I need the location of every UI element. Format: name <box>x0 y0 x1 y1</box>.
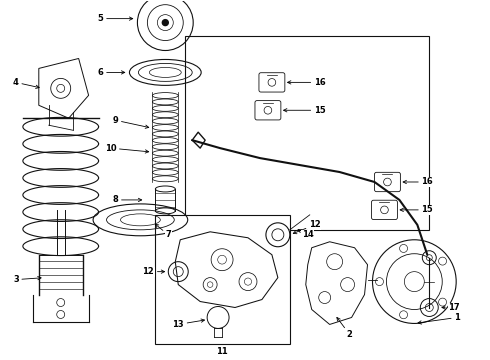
Text: 15: 15 <box>400 206 433 215</box>
Text: 4: 4 <box>13 78 39 89</box>
Text: 12: 12 <box>143 267 165 276</box>
Text: 17: 17 <box>442 303 460 312</box>
Text: 8: 8 <box>113 195 142 204</box>
Text: 16: 16 <box>288 78 325 87</box>
Text: 6: 6 <box>98 68 125 77</box>
Text: 15: 15 <box>284 106 325 115</box>
Text: 1: 1 <box>418 313 460 324</box>
Text: 16: 16 <box>403 177 433 186</box>
Text: 11: 11 <box>216 347 228 356</box>
Text: 5: 5 <box>98 14 133 23</box>
Text: 3: 3 <box>13 275 41 284</box>
Text: 13: 13 <box>172 319 204 329</box>
Circle shape <box>162 20 168 26</box>
Text: 7: 7 <box>155 224 171 239</box>
Text: 10: 10 <box>105 144 148 153</box>
Bar <box>185 36 429 230</box>
Text: 2: 2 <box>337 318 352 339</box>
Text: 14: 14 <box>298 230 314 239</box>
Text: 9: 9 <box>113 116 149 129</box>
Text: 12: 12 <box>294 220 320 234</box>
Bar <box>155 215 290 345</box>
